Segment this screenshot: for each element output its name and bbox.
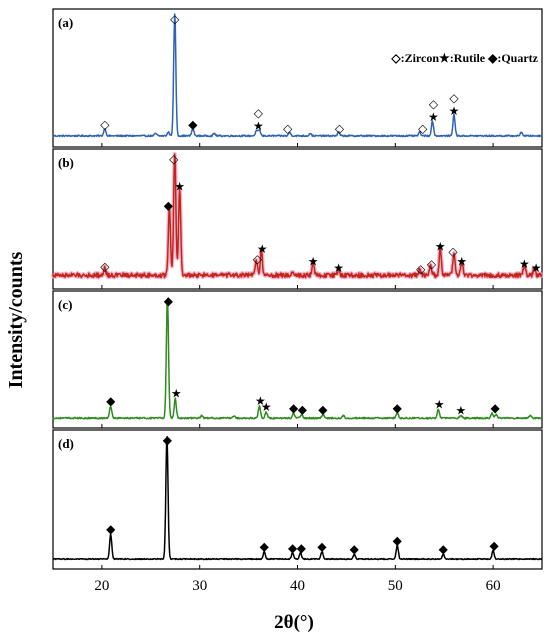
phase-marker: ◇ bbox=[427, 257, 437, 271]
phase-marker: ◇ bbox=[448, 245, 458, 259]
phase-marker: ◇ bbox=[335, 121, 345, 135]
x-tick-label: 30 bbox=[192, 578, 207, 594]
phase-marker: ★ bbox=[449, 104, 460, 118]
phase-marker: ◆ bbox=[298, 402, 308, 416]
phase-marker: ◆ bbox=[163, 433, 173, 447]
phase-marker: ★ bbox=[171, 386, 182, 400]
phase-marker: ◇ bbox=[253, 252, 263, 266]
phase-marker: ◇ bbox=[283, 121, 293, 135]
phase-marker: ★ bbox=[434, 397, 445, 411]
series-line-d bbox=[52, 436, 543, 561]
x-tick-label: 40 bbox=[290, 578, 305, 594]
panel-label-d: (d) bbox=[58, 436, 74, 451]
x-axis: 20 30 40 50 60 bbox=[94, 578, 500, 594]
phase-marker: ◆ bbox=[490, 401, 500, 415]
phase-marker: ◆ bbox=[489, 538, 499, 552]
series-shadow bbox=[51, 152, 544, 280]
phase-marker: ◆ bbox=[439, 542, 449, 556]
series-line-c bbox=[52, 297, 543, 420]
x-tick-label: 60 bbox=[486, 578, 501, 594]
phase-marker: ★ bbox=[519, 257, 530, 271]
panel-frame bbox=[52, 148, 543, 290]
panel-d: (d)◆◆◆ ◆ ◆ ◆ ◆◆◆ ◆ bbox=[52, 429, 543, 570]
phase-marker: ★ bbox=[255, 394, 266, 408]
phase-marker: ◆ bbox=[164, 294, 174, 308]
panel-label-a: (a) bbox=[58, 15, 73, 30]
phase-marker: ◇ bbox=[169, 152, 179, 166]
phase-marker: ◆ bbox=[289, 401, 299, 415]
panel-label-b: (b) bbox=[58, 155, 74, 170]
legend: ◇:Zircon★:Rutile ◆:Quartz bbox=[390, 51, 538, 65]
phase-marker: ◇ bbox=[429, 97, 439, 111]
phase-marker: ★ bbox=[428, 110, 439, 124]
phase-marker: ◆ bbox=[350, 542, 360, 556]
x-tick-label: 50 bbox=[388, 578, 403, 594]
phase-marker: ★ bbox=[174, 180, 185, 194]
y-axis-title: Intensity/counts bbox=[5, 251, 27, 388]
phase-marker: ★ bbox=[435, 240, 446, 254]
phase-marker: ◆ bbox=[164, 198, 174, 212]
phase-marker: ◇ bbox=[418, 121, 428, 135]
phase-marker: ◆ bbox=[288, 541, 298, 555]
panel-frame bbox=[52, 8, 543, 148]
phase-marker: ★ bbox=[456, 255, 467, 269]
phase-marker: ◇ bbox=[100, 260, 110, 274]
phase-marker: ★ bbox=[257, 242, 268, 256]
phase-marker: ◆ bbox=[188, 118, 198, 132]
phase-marker: ◇ bbox=[449, 91, 459, 105]
phase-marker: ◆ bbox=[260, 540, 270, 554]
phase-marker: ◆ bbox=[393, 401, 403, 415]
phase-marker: ◆ bbox=[106, 522, 116, 536]
phase-marker: ★ bbox=[261, 400, 272, 414]
panel-a: (a)◇◇◆ ★◇◇ ◇ ◇★◇ ★◇ bbox=[52, 8, 543, 148]
phase-marker: ★ bbox=[308, 255, 319, 269]
phase-marker: ★ bbox=[333, 261, 344, 275]
panels: (a)◇◇◆ ★◇◇ ◇ ◇★◇ ★◇(b)◇◆◇★◇★★ ★ ◇ ◇★ ◇★ ★ ★(c)◆◆★★… bbox=[51, 8, 544, 570]
series-line-a bbox=[52, 13, 543, 138]
phase-marker: ◇ bbox=[416, 262, 426, 276]
x-tick-label: 20 bbox=[94, 578, 109, 594]
phase-marker: ◆ bbox=[297, 541, 307, 555]
phase-marker: ★ bbox=[455, 404, 466, 418]
panel-label-c: (c) bbox=[58, 297, 72, 312]
phase-marker: ◇ bbox=[254, 106, 264, 120]
phase-marker: ◇ bbox=[170, 12, 180, 26]
x-axis-title: 2θ(°) bbox=[274, 612, 314, 633]
phase-marker: ◆ bbox=[106, 394, 116, 408]
phase-marker: ★ bbox=[531, 261, 542, 275]
phase-marker: ◆ bbox=[317, 540, 327, 554]
phase-marker: ◆ bbox=[393, 533, 403, 547]
panel-b: (b)◇◆◇★◇★★ ★ ◇ ◇★ ◇★ ★ ★ bbox=[51, 148, 544, 290]
phase-marker: ★ bbox=[253, 119, 264, 133]
phase-marker: ◆ bbox=[318, 402, 328, 416]
series-line-b bbox=[52, 153, 543, 279]
panel-c: (c)◆◆★★★ ◆ ◆ ◆ ◆ ★ ★ ◆ bbox=[52, 290, 543, 429]
phase-marker: ◇ bbox=[100, 118, 110, 132]
